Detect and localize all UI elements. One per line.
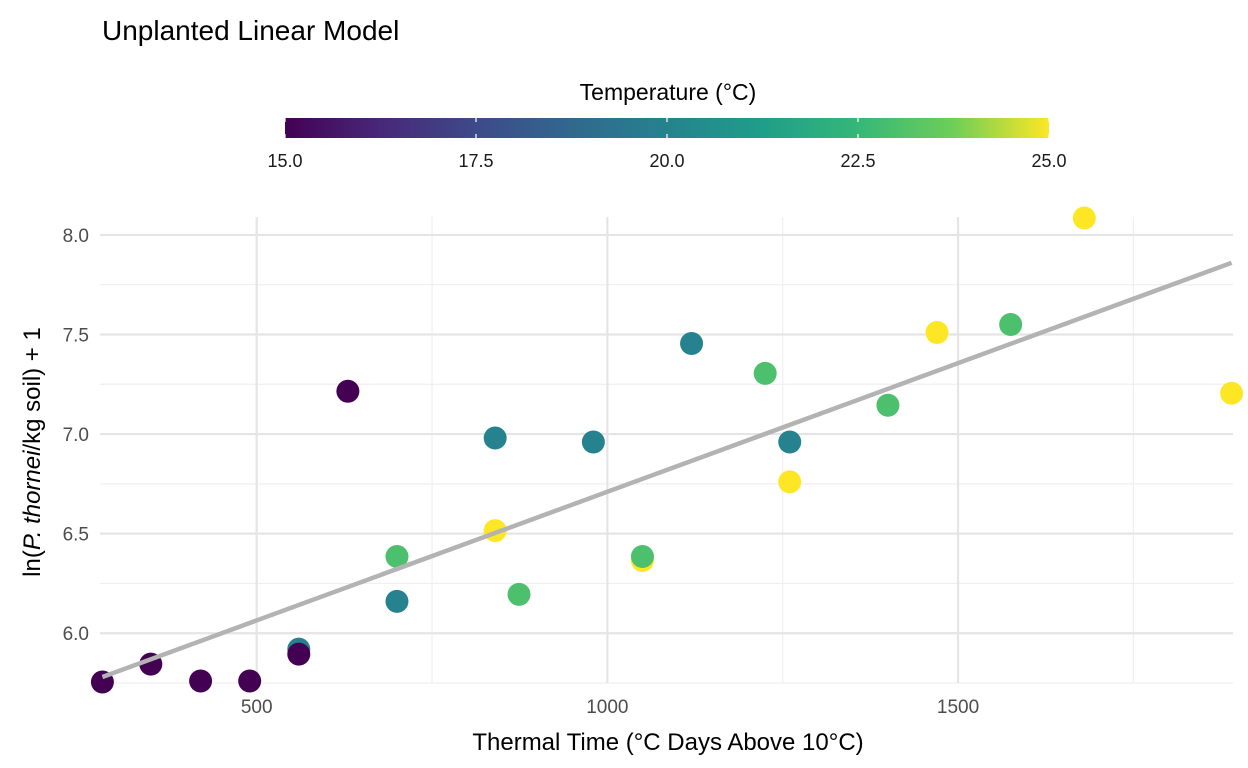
y-axis-title-species: P. thornei bbox=[19, 450, 46, 550]
x-tick-label: 1000 bbox=[586, 697, 628, 718]
y-axis-title: ln(P. thornei/kg soil) + 1 bbox=[19, 327, 46, 577]
colorbar-tick-label: 25.0 bbox=[1031, 151, 1066, 171]
x-tick-label: 500 bbox=[241, 697, 273, 718]
tick-labels: 500 1000 1500 6.0 6.5 7.0 7.5 8.0 bbox=[63, 226, 980, 718]
data-point bbox=[680, 331, 704, 355]
regression-line bbox=[101, 260, 1233, 680]
data-point bbox=[1220, 381, 1244, 405]
x-tick-label: 1500 bbox=[937, 697, 979, 718]
data-point bbox=[238, 669, 262, 693]
color-legend: Temperature (°C) 15.0 17.5 20.0 22.5 25.0 bbox=[267, 79, 1066, 171]
data-point bbox=[336, 379, 360, 403]
data-point bbox=[287, 642, 311, 666]
data-point bbox=[778, 430, 802, 454]
legend-title: Temperature (°C) bbox=[580, 79, 757, 105]
gridlines bbox=[100, 217, 1233, 684]
data-points bbox=[90, 206, 1244, 694]
y-tick-label: 6.0 bbox=[63, 624, 89, 645]
data-point bbox=[999, 313, 1023, 337]
data-point bbox=[876, 393, 900, 417]
colorbar-tick-label: 17.5 bbox=[458, 151, 493, 171]
data-point bbox=[483, 426, 507, 450]
y-tick-label: 7.5 bbox=[63, 325, 89, 346]
data-point bbox=[753, 361, 777, 385]
data-point bbox=[385, 589, 409, 613]
y-axis-title-prefix: ln( bbox=[19, 550, 46, 577]
data-point bbox=[581, 430, 605, 454]
y-tick-label: 8.0 bbox=[63, 226, 89, 247]
y-axis-title-suffix: /kg soil) + 1 bbox=[19, 327, 46, 450]
regression-line-layer bbox=[101, 260, 1233, 680]
data-point bbox=[925, 321, 949, 345]
colorbar bbox=[285, 118, 1049, 138]
data-point bbox=[778, 470, 802, 494]
x-axis-title: Thermal Time (°C Days Above 10°C) bbox=[472, 729, 863, 756]
data-point bbox=[385, 545, 409, 569]
colorbar-tick-label: 22.5 bbox=[840, 151, 875, 171]
colorbar-tick-label: 20.0 bbox=[649, 151, 684, 171]
data-point bbox=[1072, 206, 1096, 230]
y-tick-label: 6.5 bbox=[63, 525, 89, 546]
data-point bbox=[189, 669, 213, 693]
data-point bbox=[630, 545, 654, 569]
data-point bbox=[507, 582, 531, 606]
chart-title: Unplanted Linear Model bbox=[102, 15, 399, 46]
y-tick-label: 7.0 bbox=[63, 425, 89, 446]
colorbar-tick-label: 15.0 bbox=[267, 151, 302, 171]
